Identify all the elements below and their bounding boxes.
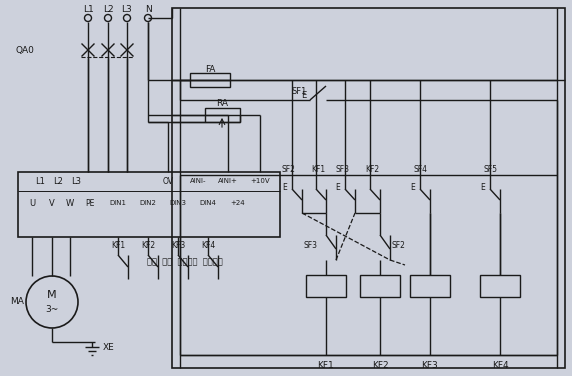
Text: KF4: KF4 <box>201 241 215 250</box>
Text: E: E <box>283 182 287 191</box>
Text: M: M <box>47 290 57 300</box>
Text: KF2: KF2 <box>365 165 379 173</box>
Text: KF1: KF1 <box>317 361 335 370</box>
Text: E: E <box>336 182 340 191</box>
Text: AINI-: AINI- <box>190 178 206 184</box>
Text: L2: L2 <box>103 6 113 15</box>
Bar <box>190 73 230 87</box>
Bar <box>306 275 346 297</box>
Text: E: E <box>411 182 415 191</box>
Text: +10V: +10V <box>250 178 270 184</box>
Bar <box>205 108 240 122</box>
Text: U: U <box>29 199 35 208</box>
Bar <box>410 275 450 297</box>
Bar <box>18 172 280 237</box>
Text: E: E <box>480 182 486 191</box>
Text: L3: L3 <box>71 176 81 185</box>
Text: 正转  反转  正向点动  反向点动: 正转 反转 正向点动 反向点动 <box>147 258 223 267</box>
Text: L1: L1 <box>35 176 45 185</box>
Text: N: N <box>145 6 152 15</box>
Text: KF3: KF3 <box>422 361 438 370</box>
Text: L1: L1 <box>82 6 93 15</box>
Text: RA: RA <box>216 100 228 109</box>
Text: 3~: 3~ <box>45 305 58 314</box>
Text: V: V <box>49 199 55 208</box>
Text: FA: FA <box>205 65 215 73</box>
Text: KF2: KF2 <box>141 241 155 250</box>
Text: DIN2: DIN2 <box>140 200 156 206</box>
Bar <box>172 8 565 368</box>
Text: L2: L2 <box>53 176 63 185</box>
Text: DIN3: DIN3 <box>169 200 186 206</box>
Text: KF4: KF4 <box>492 361 509 370</box>
Text: SF2: SF2 <box>391 241 405 250</box>
Text: DIN4: DIN4 <box>200 200 216 206</box>
Text: XE: XE <box>103 344 115 353</box>
Text: +24: +24 <box>231 200 245 206</box>
Bar <box>360 275 400 297</box>
Text: E: E <box>301 91 307 100</box>
Text: SF1: SF1 <box>292 88 307 97</box>
Text: KF3: KF3 <box>171 241 185 250</box>
Text: KF2: KF2 <box>372 361 388 370</box>
Text: W: W <box>66 199 74 208</box>
Text: PE: PE <box>85 199 95 208</box>
Text: MA: MA <box>10 297 24 306</box>
Text: L3: L3 <box>122 6 132 15</box>
Text: SF2: SF2 <box>281 165 295 173</box>
Text: SF3: SF3 <box>304 241 318 250</box>
Bar <box>480 275 520 297</box>
Text: SF3: SF3 <box>336 165 350 173</box>
Text: KF1: KF1 <box>311 165 325 173</box>
Text: DIN1: DIN1 <box>109 200 126 206</box>
Text: QA0: QA0 <box>15 45 34 55</box>
Text: SF4: SF4 <box>413 165 427 173</box>
Text: KF1: KF1 <box>111 241 125 250</box>
Text: OV: OV <box>162 176 173 185</box>
Text: SF5: SF5 <box>483 165 497 173</box>
Text: AINI+: AINI+ <box>218 178 238 184</box>
